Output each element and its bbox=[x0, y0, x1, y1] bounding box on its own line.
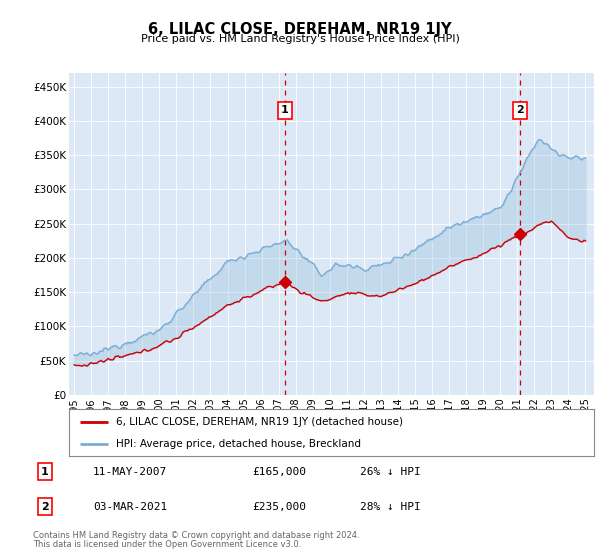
Text: 6, LILAC CLOSE, DEREHAM, NR19 1JY (detached house): 6, LILAC CLOSE, DEREHAM, NR19 1JY (detac… bbox=[116, 417, 403, 427]
Text: This data is licensed under the Open Government Licence v3.0.: This data is licensed under the Open Gov… bbox=[33, 540, 301, 549]
Text: HPI: Average price, detached house, Breckland: HPI: Average price, detached house, Brec… bbox=[116, 438, 361, 449]
Text: 6, LILAC CLOSE, DEREHAM, NR19 1JY: 6, LILAC CLOSE, DEREHAM, NR19 1JY bbox=[148, 22, 452, 38]
Text: 03-MAR-2021: 03-MAR-2021 bbox=[93, 502, 167, 512]
Text: £165,000: £165,000 bbox=[252, 466, 306, 477]
Text: Contains HM Land Registry data © Crown copyright and database right 2024.: Contains HM Land Registry data © Crown c… bbox=[33, 531, 359, 540]
Text: 2: 2 bbox=[41, 502, 49, 512]
Text: 11-MAY-2007: 11-MAY-2007 bbox=[93, 466, 167, 477]
Text: 26% ↓ HPI: 26% ↓ HPI bbox=[360, 466, 421, 477]
Text: £235,000: £235,000 bbox=[252, 502, 306, 512]
Text: 2: 2 bbox=[517, 105, 524, 115]
Text: 28% ↓ HPI: 28% ↓ HPI bbox=[360, 502, 421, 512]
Text: Price paid vs. HM Land Registry's House Price Index (HPI): Price paid vs. HM Land Registry's House … bbox=[140, 34, 460, 44]
Text: 1: 1 bbox=[281, 105, 289, 115]
Text: 1: 1 bbox=[41, 466, 49, 477]
